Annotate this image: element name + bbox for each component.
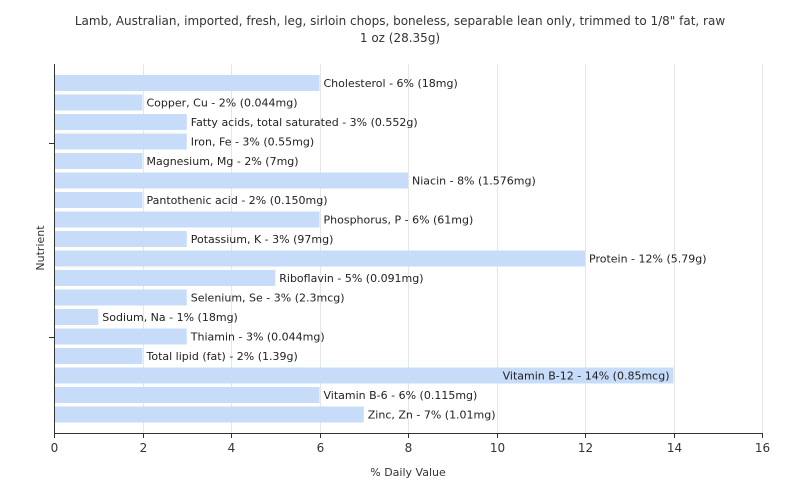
- x-tick-label: 2: [140, 441, 148, 455]
- chart-subtitle: 1 oz (28.35g): [359, 31, 441, 45]
- bar: [55, 270, 276, 286]
- bar-label: Niacin - 8% (1.576mg): [412, 175, 536, 188]
- bar: [55, 192, 143, 208]
- bar-label: Protein - 12% (5.79g): [589, 253, 707, 266]
- bar-label: Vitamin B-6 - 6% (0.115mg): [324, 389, 478, 402]
- bar-label: Iron, Fe - 3% (0.55mg): [191, 136, 314, 149]
- bar: [55, 211, 320, 228]
- x-tick-label: 6: [317, 441, 325, 455]
- bar-label: Pantothenic acid - 2% (0.150mg): [147, 194, 328, 207]
- bar: [55, 367, 674, 384]
- bar-label: Total lipid (fat) - 2% (1.39g): [146, 350, 298, 363]
- x-axis-ticks: 0 2 4 6 8 10 12 14 16: [49, 143, 770, 455]
- bar: [55, 387, 320, 403]
- bar-label: Thiamin - 3% (0.044mg): [190, 331, 325, 344]
- x-tick-label: 8: [405, 441, 413, 455]
- bar-label: Copper, Cu - 2% (0.044mg): [147, 97, 298, 110]
- bar-label: Vitamin B-12 - 14% (0.85mcg): [503, 370, 670, 383]
- x-tick-label: 16: [755, 441, 770, 455]
- bars: Cholesterol - 6% (18mg) Copper, Cu - 2% (…: [55, 75, 707, 423]
- y-axis-title: Nutrient: [34, 225, 47, 271]
- bar: [55, 153, 143, 169]
- bar: [55, 406, 364, 423]
- bar: [55, 94, 143, 111]
- bar: [55, 172, 408, 189]
- bar-label: Selenium, Se - 3% (2.3mcg): [191, 292, 345, 305]
- bar: [55, 348, 143, 364]
- bar: [55, 309, 99, 325]
- bar: [55, 231, 187, 247]
- bar: [55, 328, 187, 345]
- bar-label: Phosphorus, P - 6% (61mg): [324, 214, 474, 227]
- bar-label: Riboflavin - 5% (0.091mg): [279, 272, 423, 285]
- bar-label: Potassium, K - 3% (97mg): [191, 233, 334, 246]
- x-tick-label: 12: [578, 441, 593, 455]
- bar: [55, 133, 187, 150]
- bar-label: Cholesterol - 6% (18mg): [324, 77, 458, 90]
- bar: [55, 114, 187, 130]
- x-tick-label: 14: [667, 441, 682, 455]
- chart-title: Lamb, Australian, imported, fresh, leg, …: [74, 14, 726, 28]
- bar-label: Fatty acids, total saturated - 3% (0.552…: [191, 116, 418, 129]
- bar: [55, 250, 585, 267]
- bar: [55, 289, 187, 306]
- x-tick-label: 0: [51, 441, 59, 455]
- bar-label: Magnesium, Mg - 2% (7mg): [147, 155, 299, 168]
- bar: [55, 75, 320, 91]
- x-axis-title: % Daily Value: [370, 466, 446, 479]
- bar-label: Sodium, Na - 1% (18mg): [102, 311, 238, 324]
- x-tick-label: 4: [228, 441, 236, 455]
- x-tick-label: 10: [490, 441, 505, 455]
- bar-label: Zinc, Zn - 7% (1.01mg): [368, 409, 496, 422]
